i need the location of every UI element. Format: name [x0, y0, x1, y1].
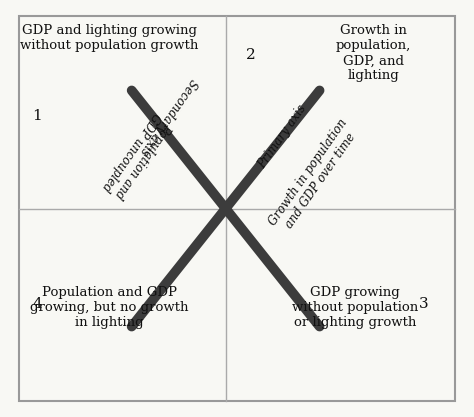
Text: GDP and lighting growing
without population growth: GDP and lighting growing without populat… — [20, 24, 199, 53]
Text: Growth in
population,
GDP, and
lighting: Growth in population, GDP, and lighting — [336, 24, 411, 82]
Text: 1: 1 — [32, 109, 42, 123]
Text: Growth in population
and GDP over time: Growth in population and GDP over time — [266, 116, 362, 236]
Text: Population and
GDP uncoupled: Population and GDP uncoupled — [99, 111, 175, 203]
Text: 2: 2 — [246, 48, 256, 63]
Text: GDP growing
without population
or lighting growth: GDP growing without population or lighti… — [292, 286, 419, 329]
Text: 4: 4 — [32, 296, 42, 311]
FancyBboxPatch shape — [18, 16, 456, 401]
Text: Secondary axis: Secondary axis — [137, 76, 200, 157]
Text: Population and GDP
growing, but no growth
in lighting: Population and GDP growing, but no growt… — [30, 286, 189, 329]
Text: 3: 3 — [419, 296, 428, 311]
Text: Primary axis: Primary axis — [256, 102, 309, 171]
